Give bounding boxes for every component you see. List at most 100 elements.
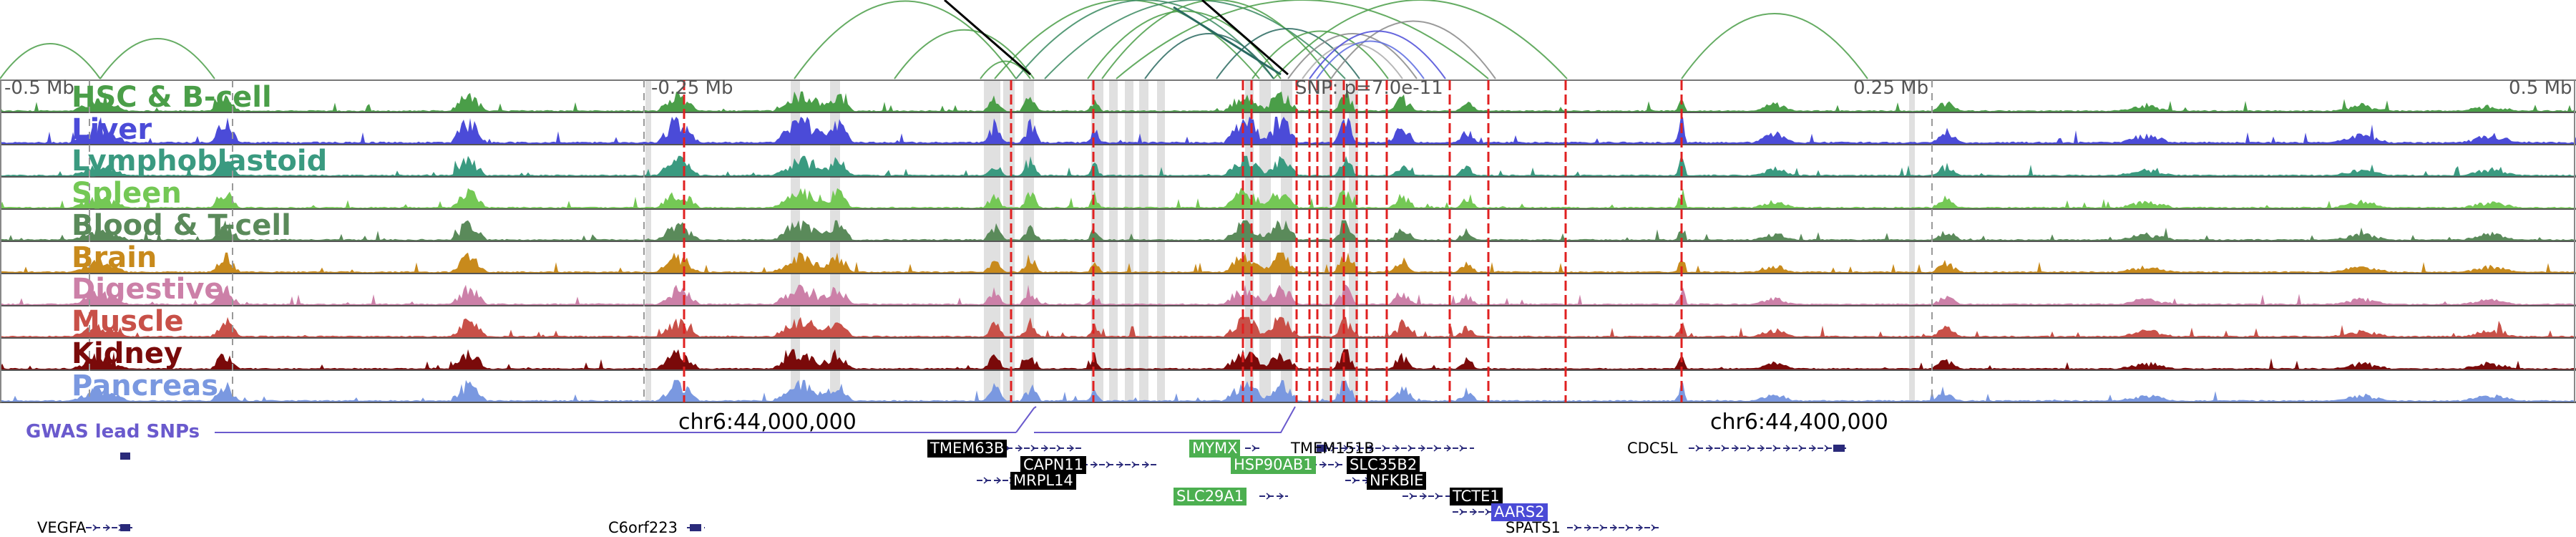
gene-strand-arrow (1747, 445, 1752, 452)
loop-arc-12 (1216, 28, 1360, 79)
gene-label-cdc5l: CDC5L (1627, 440, 1678, 457)
gene-strand-arrow (1352, 477, 1357, 484)
signal-track-2 (0, 155, 2576, 177)
scale-right-label: 0.5 Mb (2509, 77, 2572, 99)
gwas-lead-snps-label: GWAS lead SNPs (26, 421, 200, 442)
track-label-pancreas: Pancreas (72, 369, 219, 402)
gene-label-hsp90ab1: HSP90AB1 (1231, 456, 1316, 474)
gene-strand-arrow (1734, 445, 1740, 452)
gene-label-tcte1: TCTE1 (1450, 488, 1503, 505)
scale-left-mid-label: -0.25 Mb (651, 77, 733, 99)
gene-strand-arrow (1638, 524, 1644, 531)
gene-strand-arrow (1382, 445, 1387, 452)
loop-arc-8 (1087, 10, 1282, 79)
gene-label-tmem151b: TMEM151B (1291, 440, 1375, 457)
loop-arc-black-2 (1201, 0, 1289, 76)
signal-track-4 (0, 220, 2576, 241)
gene-strand-arrow (1279, 493, 1284, 500)
loop-arc-teal (1173, 6, 1282, 76)
gene-strand-arrow (1772, 445, 1778, 452)
gene-strand-arrow (1266, 493, 1272, 500)
gene-label-c6orf223: C6orf223 (608, 519, 678, 536)
gene-strand-arrow (1369, 445, 1375, 452)
gene-strand-arrow (92, 524, 98, 531)
signal-track-5 (0, 252, 2576, 274)
coordinate-label-1: chr6:44,000,000 (678, 410, 857, 435)
loop-arc-2 (794, 0, 1017, 79)
loop-arc-14 (1273, 0, 1568, 79)
loop-arc-17 (1330, 20, 1496, 79)
gene-exon-block-2 (690, 524, 701, 531)
gene-strand-arrow (1472, 508, 1478, 516)
loop-arc-15 (1287, 33, 1418, 79)
signal-track-6 (0, 284, 2576, 306)
signal-track-3 (0, 188, 2576, 209)
track-label-digestive: Digestive (72, 273, 224, 306)
gene-strand-arrow (1695, 445, 1701, 452)
gene-label-slc35b2: SLC35B2 (1347, 456, 1420, 474)
scale-snp-label: SNP: p=7.0e-11 (1295, 77, 1443, 99)
gene-strand-arrow (1322, 461, 1327, 468)
gene-exon-block-1 (120, 453, 130, 460)
gene-label-aars2: AARS2 (1491, 503, 1548, 521)
loop-arc-black-1 (944, 0, 1031, 76)
gene-strand-arrow (1586, 524, 1592, 531)
track-label-blood-tcell: Blood & T-cell (72, 209, 291, 242)
gene-strand-arrow (1435, 493, 1440, 500)
gene-strand-arrow (1335, 461, 1340, 468)
scale-left-label: -0.5 Mb (4, 77, 74, 99)
gene-strand-arrow (1446, 445, 1452, 452)
gwas-snp-pointer-1 (1015, 406, 1037, 433)
gene-strand-arrow (1093, 461, 1098, 468)
gene-exon-block-0 (1833, 445, 1845, 452)
gene-strand-arrow (996, 477, 1002, 484)
loop-arc-6 (1015, 0, 1274, 79)
track-label-kidney: Kidney (72, 337, 183, 370)
gene-strand-arrow (1798, 445, 1804, 452)
gene-strand-arrow (1018, 445, 1023, 452)
gene-strand-arrow (1459, 508, 1465, 516)
gene-label-nfkbie: NFKBIE (1367, 472, 1427, 490)
gene-exon-block-3 (1317, 445, 1327, 452)
loop-arc-20 (1681, 13, 1868, 79)
coordinate-label-2: chr6:44,400,000 (1710, 410, 1888, 435)
gene-strand-arrow (1824, 445, 1830, 452)
loop-arc-0 (0, 43, 101, 79)
loop-arc-4 (980, 60, 1031, 79)
track-label-spleen: Spleen (72, 177, 182, 210)
gene-strand-arrow (1043, 445, 1049, 452)
gene-strand-arrow (1106, 461, 1111, 468)
signal-track-9 (0, 379, 2576, 402)
gene-strand-arrow (1144, 461, 1150, 468)
gene-strand-arrow (1625, 524, 1631, 531)
gene-strand-arrow (105, 524, 111, 531)
gene-label-tmem63b: TMEM63B (927, 440, 1008, 458)
gene-strand-arrow (1422, 493, 1428, 500)
track-label-lymphoblastoid: Lymphoblastoid (72, 145, 328, 178)
signal-track-1 (0, 117, 2576, 145)
gene-strand-arrow (1721, 445, 1727, 452)
track-label-hsc-bcell: HSC & B-cell (72, 81, 272, 114)
gene-label-capn11: CAPN11 (1020, 456, 1087, 474)
signal-track-7 (0, 316, 2576, 338)
track-label-muscle: Muscle (72, 305, 184, 338)
gene-strand-arrow (1056, 445, 1062, 452)
gene-strand-arrow (1811, 445, 1817, 452)
gene-strand-arrow (1433, 445, 1439, 452)
gene-strand-arrow (1409, 493, 1415, 500)
loop-arc-16 (1302, 43, 1403, 79)
gene-strand-arrow (1118, 461, 1124, 468)
gene-strand-arrow (1485, 508, 1491, 516)
loop-arc-5 (994, 0, 1260, 79)
loop-arc-18 (1309, 30, 1446, 79)
gene-strand-arrow (1599, 524, 1605, 531)
loop-arc-9 (1101, 0, 1332, 79)
gene-strand-arrow (1131, 461, 1137, 468)
loop-arc-1 (99, 38, 215, 79)
gene-strand-arrow (1030, 445, 1036, 452)
gene-label-mymx: MYMX (1189, 440, 1241, 458)
gene-strand-arrow (1459, 445, 1465, 452)
gene-strand-arrow (1252, 445, 1257, 452)
